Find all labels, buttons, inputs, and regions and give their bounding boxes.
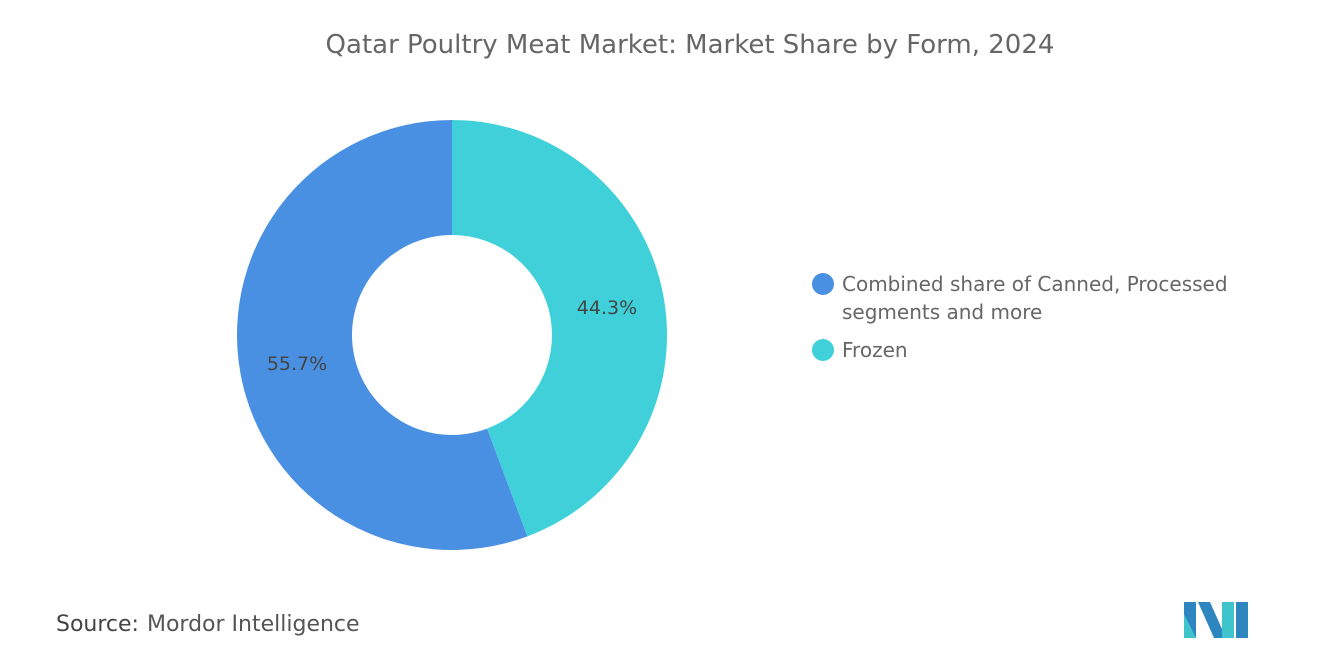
legend: Combined share of Canned, Processed segm… bbox=[812, 270, 1252, 374]
legend-swatch-icon bbox=[812, 273, 834, 295]
source-note: Source: Mordor Intelligence bbox=[56, 612, 360, 637]
data-label: 44.3% bbox=[577, 297, 637, 319]
legend-item-frozen[interactable]: Frozen bbox=[812, 336, 1252, 364]
legend-label: Combined share of Canned, Processed segm… bbox=[842, 272, 1228, 324]
slice-combined[interactable] bbox=[236, 120, 528, 550]
mordor-logo-icon bbox=[1184, 602, 1248, 638]
slice-frozen[interactable] bbox=[452, 120, 667, 537]
legend-label: Frozen bbox=[842, 338, 908, 362]
chart-title: Qatar Poultry Meat Market: Market Share … bbox=[325, 30, 1055, 60]
data-label: 55.7% bbox=[267, 353, 327, 375]
source-label: Source: bbox=[56, 612, 139, 637]
legend-item-combined[interactable]: Combined share of Canned, Processed segm… bbox=[812, 270, 1252, 326]
source-value: Mordor Intelligence bbox=[146, 612, 360, 637]
donut-chart: 44.3% 55.7% bbox=[236, 120, 667, 550]
legend-swatch-icon bbox=[812, 339, 834, 361]
